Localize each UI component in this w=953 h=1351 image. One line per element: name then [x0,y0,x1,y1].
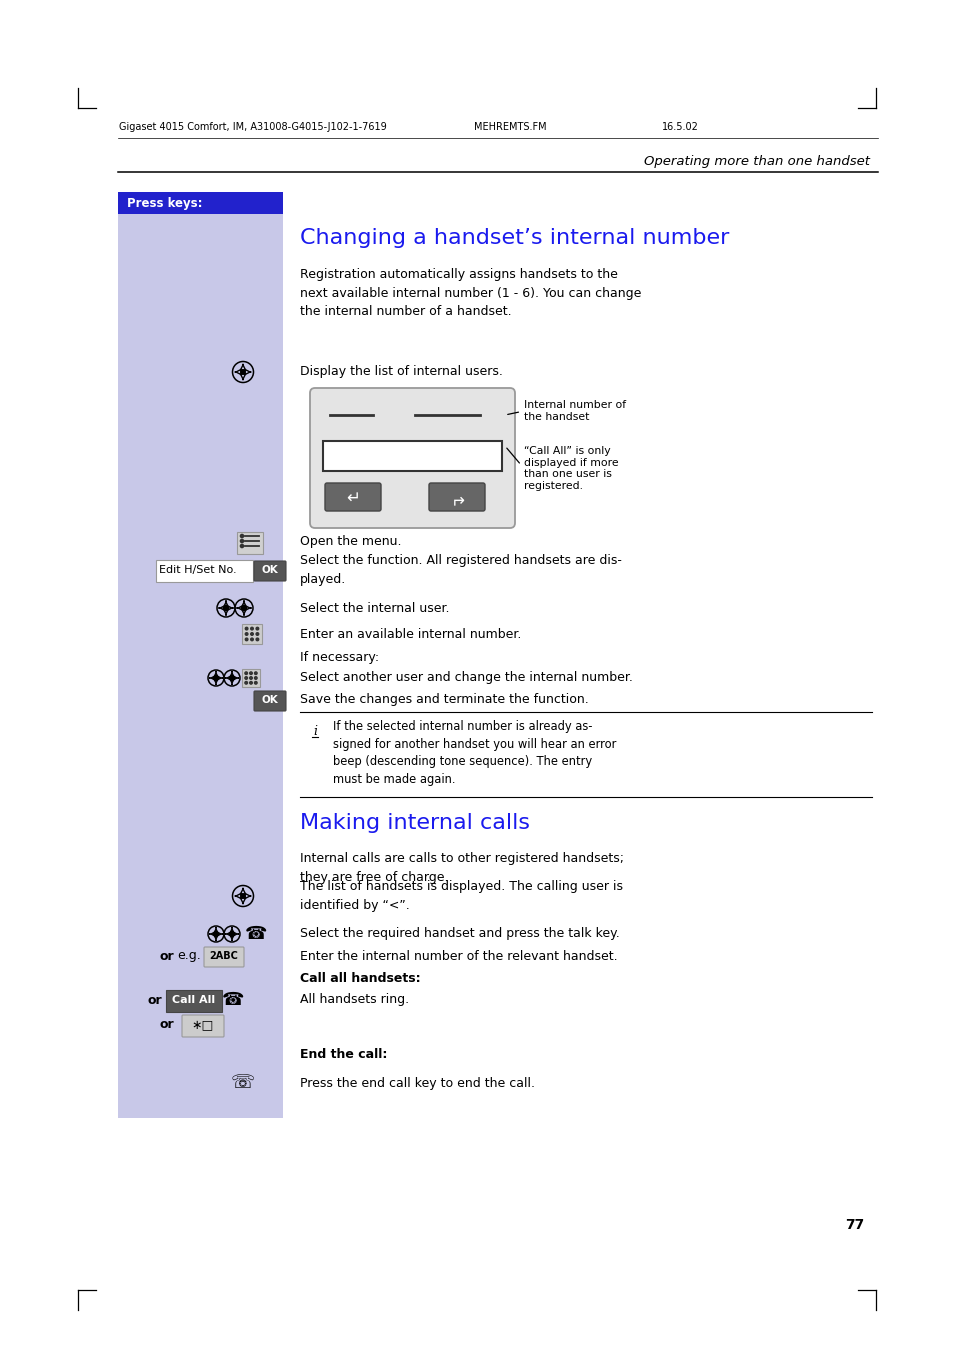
Text: ☎: ☎ [245,925,267,943]
Circle shape [254,681,256,684]
FancyBboxPatch shape [253,561,286,581]
Circle shape [251,627,253,630]
Text: ↵: ↵ [450,489,463,507]
Text: End the call:: End the call: [299,1048,387,1062]
Text: All handsets ring.: All handsets ring. [299,993,409,1006]
Circle shape [223,605,228,611]
Text: Call all handsets:: Call all handsets: [299,971,420,985]
Text: 16.5.02: 16.5.02 [660,122,698,132]
Text: 2ABC: 2ABC [210,951,238,961]
Text: Open the menu.: Open the menu. [299,535,401,549]
Text: or: or [148,993,162,1006]
Circle shape [255,632,258,635]
Text: Registration automatically assigns handsets to the
next available internal numbe: Registration automatically assigns hands… [299,267,640,317]
Text: OK: OK [261,565,278,576]
Circle shape [240,544,243,547]
FancyBboxPatch shape [325,484,380,511]
Circle shape [240,894,245,898]
FancyBboxPatch shape [242,624,262,644]
Text: If the selected internal number is already as-
signed for another handset you wi: If the selected internal number is alrea… [333,720,616,786]
Circle shape [245,677,247,680]
FancyBboxPatch shape [166,990,222,1012]
Circle shape [254,677,256,680]
Circle shape [245,681,247,684]
Circle shape [230,676,234,681]
Circle shape [245,627,248,630]
Circle shape [255,638,258,640]
Text: Save the changes and terminate the function.: Save the changes and terminate the funct… [299,693,588,707]
Text: Changing a handset’s internal number: Changing a handset’s internal number [299,228,729,249]
Circle shape [245,638,248,640]
Text: 77: 77 [843,1219,863,1232]
Circle shape [250,671,252,674]
Text: Call All: Call All [172,994,215,1005]
FancyBboxPatch shape [182,1015,224,1038]
Text: Select the required handset and press the talk key.: Select the required handset and press th… [299,928,619,940]
Circle shape [251,638,253,640]
Text: i: i [313,725,316,738]
Circle shape [240,539,243,543]
Text: ∗□: ∗□ [192,1019,213,1032]
Text: e.g.: e.g. [177,950,200,962]
FancyBboxPatch shape [236,532,263,554]
Text: Select the function. All registered handsets are dis-
played.: Select the function. All registered hand… [299,554,621,586]
Text: Operating more than one handset: Operating more than one handset [643,154,869,168]
Circle shape [254,671,256,674]
Text: Select another user and change the internal number.: Select another user and change the inter… [299,671,632,685]
Text: Press the end call key to end the call.: Press the end call key to end the call. [299,1077,535,1089]
Text: Press keys:: Press keys: [127,197,202,211]
Circle shape [251,632,253,635]
Text: Internal number of
the handset: Internal number of the handset [507,400,625,422]
Circle shape [213,932,218,936]
Text: Making internal calls: Making internal calls [299,813,530,834]
Text: ↵: ↵ [346,489,359,507]
FancyBboxPatch shape [156,561,253,582]
FancyBboxPatch shape [118,192,283,213]
Circle shape [250,677,252,680]
Text: ☏: ☏ [231,1074,254,1093]
Text: OK: OK [261,694,278,705]
Circle shape [250,681,252,684]
FancyBboxPatch shape [253,690,286,711]
FancyBboxPatch shape [204,947,244,967]
Circle shape [245,632,248,635]
Text: Edit H/Set No.: Edit H/Set No. [159,565,236,576]
Circle shape [240,535,243,538]
Text: If necessary:: If necessary: [299,650,378,663]
Text: or: or [160,1019,174,1032]
Circle shape [255,627,258,630]
Text: Enter an available internal number.: Enter an available internal number. [299,627,521,640]
Text: Enter the internal number of the relevant handset.: Enter the internal number of the relevan… [299,950,617,962]
FancyBboxPatch shape [310,388,515,528]
FancyBboxPatch shape [323,440,501,471]
Circle shape [213,676,218,681]
Text: Select the internal user.: Select the internal user. [299,601,449,615]
Text: ☎: ☎ [222,992,244,1009]
Circle shape [241,605,246,611]
Circle shape [245,671,247,674]
Text: Gigaset 4015 Comfort, IM, A31008-G4015-J102-1-7619: Gigaset 4015 Comfort, IM, A31008-G4015-J… [119,122,387,132]
Text: or: or [160,950,174,962]
Text: Internal calls are calls to other registered handsets;
they are free of charge.: Internal calls are calls to other regist… [299,852,623,884]
Text: Display the list of internal users.: Display the list of internal users. [299,366,502,378]
Circle shape [230,932,234,936]
Circle shape [240,370,245,374]
Text: MEHREMTS.FM: MEHREMTS.FM [474,122,546,132]
FancyBboxPatch shape [242,669,260,688]
FancyBboxPatch shape [429,484,484,511]
FancyBboxPatch shape [118,192,283,1119]
Text: The list of handsets is displayed. The calling user is
identified by “<”.: The list of handsets is displayed. The c… [299,881,622,912]
Text: “Call All” is only
displayed if more
than one user is
registered.: “Call All” is only displayed if more tha… [506,446,618,490]
